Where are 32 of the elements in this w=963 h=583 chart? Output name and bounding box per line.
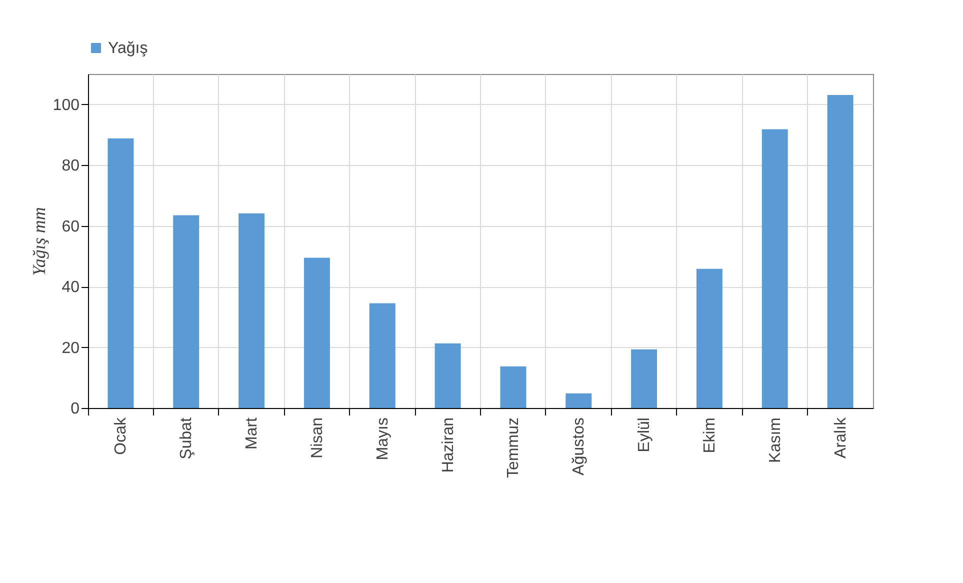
bar [304, 258, 330, 408]
bar [631, 349, 658, 408]
bar [500, 366, 526, 408]
x-tick-label: Mayıs [374, 418, 392, 460]
x-tick-label: Nisan [308, 418, 326, 458]
y-tick-label: 60 [62, 218, 80, 236]
x-tick-label: Ekim [701, 418, 718, 454]
bar [434, 343, 461, 408]
x-tick-label: Aralık [832, 416, 850, 458]
x-tick-label: Eylül [636, 418, 654, 452]
x-tick-label: Haziran [440, 418, 457, 473]
x-tick-label: Kasım [766, 418, 784, 463]
legend-label: Yağış [108, 40, 148, 57]
bar [173, 215, 200, 408]
x-tick-label: Mart [244, 416, 261, 450]
x-tick-label: Ocak [112, 416, 130, 455]
bar [827, 94, 854, 408]
bar [108, 138, 134, 408]
y-axis-title: Yağış mm [28, 207, 49, 276]
y-tick-label: 80 [62, 158, 80, 175]
y-tick-label: 0 [70, 400, 80, 418]
bar [762, 129, 788, 408]
x-tick-label: Temmuz [505, 418, 522, 478]
bar [566, 393, 592, 408]
y-tick-label: 20 [62, 340, 80, 357]
y-tick-label: 100 [52, 96, 80, 114]
y-tick-label: 40 [62, 279, 80, 296]
x-tick-label: Şubat [178, 416, 196, 460]
bar [369, 303, 396, 408]
bar [696, 268, 722, 408]
bar [238, 213, 265, 408]
x-tick-label: Ağustos [570, 418, 588, 476]
